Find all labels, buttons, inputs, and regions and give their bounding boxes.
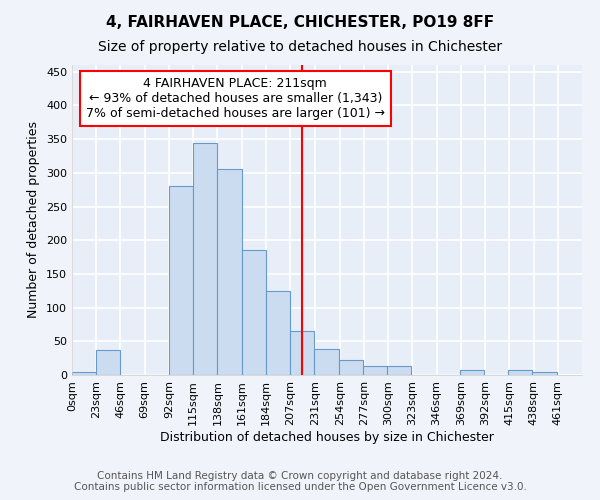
Y-axis label: Number of detached properties: Number of detached properties [28,122,40,318]
Bar [242,250,266,375]
Text: 4 FAIRHAVEN PLACE: 211sqm
← 93% of detached houses are smaller (1,343)
7% of sem: 4 FAIRHAVEN PLACE: 211sqm ← 93% of detac… [86,77,385,120]
Bar [363,366,387,375]
Bar [72,372,96,375]
Bar [338,360,363,375]
Bar [217,170,242,375]
Bar [508,370,532,375]
Bar [169,186,193,375]
Bar [290,331,314,375]
Bar [96,350,121,375]
Bar [387,366,411,375]
Text: Size of property relative to detached houses in Chichester: Size of property relative to detached ho… [98,40,502,54]
Text: Contains HM Land Registry data © Crown copyright and database right 2024.
Contai: Contains HM Land Registry data © Crown c… [74,471,526,492]
Text: 4, FAIRHAVEN PLACE, CHICHESTER, PO19 8FF: 4, FAIRHAVEN PLACE, CHICHESTER, PO19 8FF [106,15,494,30]
Bar [193,142,217,375]
Bar [532,372,557,375]
Bar [460,370,484,375]
X-axis label: Distribution of detached houses by size in Chichester: Distribution of detached houses by size … [160,430,494,444]
Bar [314,350,338,375]
Bar [266,291,290,375]
